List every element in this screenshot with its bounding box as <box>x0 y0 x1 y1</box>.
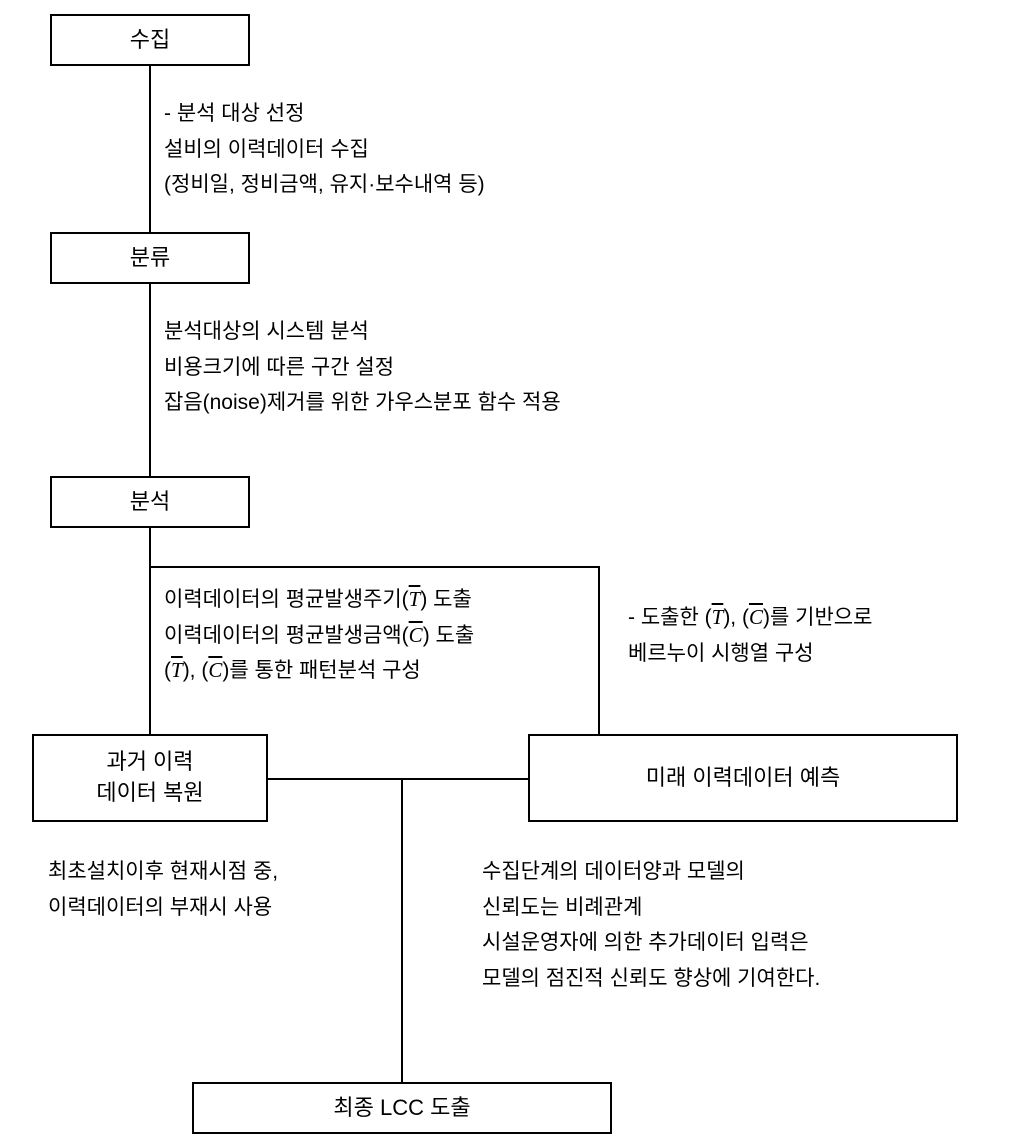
flowchart-canvas: 수집분류분석과거 이력 데이터 복원 미래 이력데이터 예측최종 LCC 도출 - … <box>0 0 1022 1142</box>
node-label-classify: 분류 <box>130 243 170 274</box>
edge-5 <box>268 778 528 780</box>
desc-collect-desc: - 분석 대상 선정 설비의 이력데이터 수집 (정비일, 정비금액, 유지·보… <box>164 96 485 203</box>
desc-analyze-desc-left: 이력데이터의 평균발생주기(T) 도출이력데이터의 평균발생금액(C) 도출(T… <box>164 582 474 689</box>
node-label-future: 미래 이력데이터 예측 <box>646 763 840 794</box>
edge-3 <box>149 566 599 568</box>
desc-analyze-desc-right: - 도출한 (T), (C)를 기반으로 베르누이 시행열 구성 <box>628 600 872 671</box>
node-classify: 분류 <box>50 232 250 284</box>
edge-0 <box>149 66 151 232</box>
node-analyze: 분석 <box>50 476 250 528</box>
node-final: 최종 LCC 도출 <box>192 1082 612 1134</box>
node-label-collect: 수집 <box>130 25 170 56</box>
node-future: 미래 이력데이터 예측 <box>528 734 958 822</box>
node-label-analyze: 분석 <box>130 487 170 518</box>
node-label-final: 최종 LCC 도출 <box>333 1093 470 1124</box>
node-label-past: 과거 이력 데이터 복원 <box>96 747 203 809</box>
node-collect: 수집 <box>50 14 250 66</box>
desc-future-desc: 수집단계의 데이터양과 모델의 신뢰도는 비례관계 시설운영자에 의한 추가데이… <box>482 854 820 997</box>
edge-6 <box>401 778 403 1082</box>
edge-1 <box>149 284 151 476</box>
edge-2 <box>149 528 151 734</box>
node-past: 과거 이력 데이터 복원 <box>32 734 268 822</box>
edge-4 <box>598 566 600 734</box>
desc-classify-desc: 분석대상의 시스템 분석 비용크기에 따른 구간 설정 잡음(noise)제거를… <box>164 314 561 421</box>
desc-past-desc: 최초설치이후 현재시점 중, 이력데이터의 부재시 사용 <box>48 854 278 925</box>
